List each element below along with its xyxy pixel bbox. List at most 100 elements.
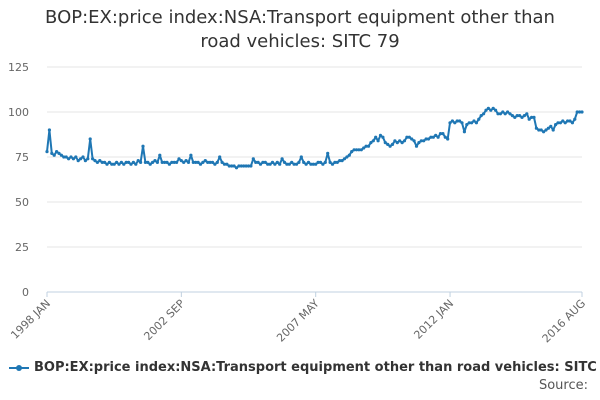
data-point[interactable] xyxy=(203,159,207,163)
data-point[interactable] xyxy=(220,160,224,164)
data-point[interactable] xyxy=(177,157,181,161)
data-point[interactable] xyxy=(530,115,534,119)
data-point[interactable] xyxy=(151,160,155,164)
data-point[interactable] xyxy=(210,160,215,164)
data-point[interactable] xyxy=(491,106,495,110)
data-point[interactable] xyxy=(354,148,359,152)
data-point[interactable] xyxy=(148,162,152,166)
data-point[interactable] xyxy=(371,139,375,143)
data-point[interactable] xyxy=(513,115,517,119)
data-point[interactable] xyxy=(208,160,212,164)
data-point[interactable] xyxy=(400,141,404,145)
data-point[interactable] xyxy=(254,160,258,164)
data-point[interactable] xyxy=(563,121,567,125)
data-point[interactable] xyxy=(381,135,385,139)
data-point[interactable] xyxy=(398,139,402,143)
data-point[interactable] xyxy=(213,162,217,166)
data-point[interactable] xyxy=(71,157,75,161)
data-point[interactable] xyxy=(330,162,335,166)
data-point[interactable] xyxy=(578,110,582,114)
data-point[interactable] xyxy=(314,162,318,166)
data-point[interactable] xyxy=(112,162,116,166)
data-point[interactable] xyxy=(76,159,80,163)
data-point[interactable] xyxy=(378,133,383,137)
data-point[interactable] xyxy=(294,162,299,166)
data-point[interactable] xyxy=(414,144,419,148)
data-point[interactable] xyxy=(165,160,169,164)
data-point[interactable] xyxy=(429,135,433,139)
data-point[interactable] xyxy=(141,144,145,148)
data-point[interactable] xyxy=(47,128,52,132)
data-point[interactable] xyxy=(232,164,236,168)
data-point[interactable] xyxy=(388,144,392,148)
data-point[interactable] xyxy=(227,164,231,168)
data-point[interactable] xyxy=(527,117,531,121)
data-point[interactable] xyxy=(366,144,371,148)
data-point[interactable] xyxy=(191,160,195,164)
data-point[interactable] xyxy=(551,128,555,132)
data-point[interactable] xyxy=(153,159,157,163)
data-point[interactable] xyxy=(74,155,78,159)
data-point[interactable] xyxy=(131,160,135,164)
data-point[interactable] xyxy=(184,159,188,163)
data-point[interactable] xyxy=(242,164,246,168)
data-point[interactable] xyxy=(222,162,227,166)
data-point[interactable] xyxy=(146,160,150,164)
data-point[interactable] xyxy=(98,159,102,163)
data-point[interactable] xyxy=(297,160,301,164)
data-point[interactable] xyxy=(494,108,498,112)
data-point[interactable] xyxy=(88,137,92,141)
data-point[interactable] xyxy=(256,160,260,164)
data-point[interactable] xyxy=(306,160,311,164)
data-point[interactable] xyxy=(163,160,167,164)
data-point[interactable] xyxy=(534,126,539,130)
data-point[interactable] xyxy=(335,160,339,164)
data-point[interactable] xyxy=(304,162,308,166)
data-point[interactable] xyxy=(172,160,176,164)
data-point[interactable] xyxy=(234,166,239,170)
data-point[interactable] xyxy=(201,160,205,164)
data-point[interactable] xyxy=(458,119,462,123)
data-point[interactable] xyxy=(237,164,241,168)
data-point[interactable] xyxy=(474,121,478,125)
data-point[interactable] xyxy=(52,153,56,157)
data-point[interactable] xyxy=(246,164,251,168)
data-point[interactable] xyxy=(86,157,90,161)
data-point[interactable] xyxy=(285,162,289,166)
data-point[interactable] xyxy=(194,160,198,164)
data-point[interactable] xyxy=(479,114,483,118)
data-point[interactable] xyxy=(275,160,279,164)
data-point[interactable] xyxy=(570,121,575,125)
data-point[interactable] xyxy=(196,160,200,164)
data-point[interactable] xyxy=(79,157,83,161)
data-point[interactable] xyxy=(472,119,476,123)
data-point[interactable] xyxy=(345,155,349,159)
data-point[interactable] xyxy=(189,153,193,157)
data-point[interactable] xyxy=(426,137,431,141)
data-point[interactable] xyxy=(539,128,543,132)
data-point[interactable] xyxy=(542,130,546,134)
data-point[interactable] xyxy=(64,155,68,159)
data-point[interactable] xyxy=(100,160,104,164)
data-point[interactable] xyxy=(506,110,510,114)
data-point[interactable] xyxy=(50,151,54,155)
data-point[interactable] xyxy=(230,164,234,168)
data-point[interactable] xyxy=(438,132,443,136)
data-point[interactable] xyxy=(93,159,97,163)
data-point[interactable] xyxy=(158,153,162,157)
data-point[interactable] xyxy=(393,139,397,143)
data-point[interactable] xyxy=(206,160,210,164)
data-point[interactable] xyxy=(347,153,351,157)
data-point[interactable] xyxy=(139,160,143,164)
data-point[interactable] xyxy=(573,117,577,121)
data-point[interactable] xyxy=(374,135,378,139)
data-point[interactable] xyxy=(258,162,263,166)
data-point[interactable] xyxy=(105,162,109,166)
data-point[interactable] xyxy=(424,137,428,141)
data-point[interactable] xyxy=(266,162,270,166)
data-point[interactable] xyxy=(537,128,541,132)
data-point[interactable] xyxy=(287,162,291,166)
data-point[interactable] xyxy=(134,162,138,166)
data-point[interactable] xyxy=(386,142,390,146)
data-point[interactable] xyxy=(311,162,315,166)
